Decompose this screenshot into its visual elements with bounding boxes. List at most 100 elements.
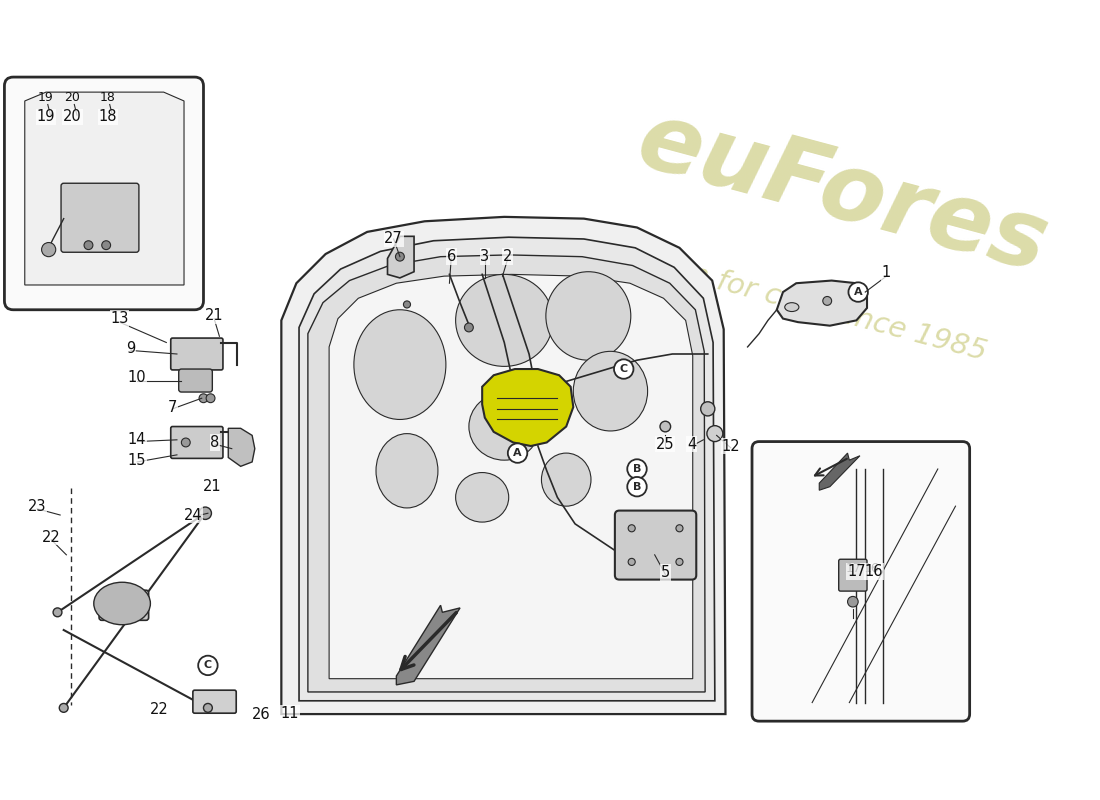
- Polygon shape: [387, 236, 414, 278]
- FancyBboxPatch shape: [178, 369, 212, 392]
- Text: 7: 7: [168, 399, 177, 414]
- Text: A: A: [514, 448, 521, 458]
- Text: 25: 25: [656, 437, 674, 452]
- Text: 5: 5: [661, 565, 670, 580]
- Circle shape: [707, 426, 723, 442]
- Text: 24: 24: [184, 507, 202, 522]
- Text: 1: 1: [882, 265, 891, 280]
- Text: 18: 18: [100, 91, 116, 104]
- Circle shape: [848, 282, 868, 302]
- Text: 11: 11: [280, 706, 299, 721]
- Polygon shape: [820, 453, 860, 490]
- FancyBboxPatch shape: [615, 510, 696, 579]
- Text: 23: 23: [28, 498, 46, 514]
- Circle shape: [198, 656, 218, 675]
- Circle shape: [660, 422, 671, 432]
- Circle shape: [701, 402, 715, 416]
- Circle shape: [101, 241, 111, 250]
- Text: 10: 10: [128, 370, 146, 386]
- Circle shape: [628, 525, 635, 532]
- Text: 21: 21: [205, 309, 223, 323]
- Ellipse shape: [455, 274, 553, 366]
- Ellipse shape: [94, 582, 151, 625]
- Circle shape: [53, 608, 62, 617]
- Circle shape: [823, 297, 832, 306]
- Ellipse shape: [546, 272, 630, 360]
- Polygon shape: [329, 274, 693, 678]
- Circle shape: [84, 241, 92, 250]
- Circle shape: [627, 477, 647, 497]
- Circle shape: [42, 242, 56, 257]
- Text: C: C: [619, 364, 628, 374]
- Text: 16: 16: [864, 562, 879, 574]
- Text: B: B: [632, 482, 641, 492]
- Text: 19: 19: [39, 91, 54, 104]
- Circle shape: [396, 252, 405, 261]
- Text: 13: 13: [110, 311, 129, 326]
- Polygon shape: [777, 281, 867, 326]
- Circle shape: [627, 459, 647, 478]
- FancyBboxPatch shape: [99, 590, 148, 620]
- Polygon shape: [299, 238, 715, 701]
- Text: 17: 17: [846, 562, 861, 574]
- Text: 15: 15: [128, 453, 146, 468]
- Text: 6: 6: [447, 249, 455, 264]
- Circle shape: [199, 507, 211, 519]
- Ellipse shape: [455, 473, 508, 522]
- Text: euFores: euFores: [628, 94, 1058, 292]
- Circle shape: [508, 443, 527, 463]
- Circle shape: [675, 525, 683, 532]
- Polygon shape: [25, 92, 184, 285]
- Text: A: A: [854, 287, 862, 297]
- FancyBboxPatch shape: [752, 442, 969, 721]
- FancyBboxPatch shape: [60, 183, 139, 252]
- Circle shape: [182, 438, 190, 447]
- Text: 9: 9: [126, 341, 135, 356]
- Ellipse shape: [541, 453, 591, 506]
- Text: 8: 8: [210, 435, 220, 450]
- Text: 20: 20: [65, 91, 80, 104]
- Text: 19: 19: [36, 110, 55, 124]
- Text: 4: 4: [688, 437, 696, 452]
- Text: 27: 27: [384, 231, 403, 246]
- Text: 2: 2: [503, 249, 513, 264]
- Text: 21: 21: [204, 479, 221, 494]
- Text: 14: 14: [128, 432, 146, 447]
- Text: a passion for cars since 1985: a passion for cars since 1985: [571, 229, 989, 366]
- Text: 17: 17: [847, 564, 866, 579]
- Text: 26: 26: [252, 706, 271, 722]
- Circle shape: [614, 359, 634, 378]
- Polygon shape: [308, 255, 705, 692]
- Text: 12: 12: [722, 438, 740, 454]
- Text: 22: 22: [150, 702, 168, 717]
- FancyBboxPatch shape: [170, 426, 223, 458]
- Polygon shape: [282, 217, 726, 714]
- FancyBboxPatch shape: [170, 338, 223, 370]
- Text: C: C: [204, 661, 212, 670]
- Polygon shape: [396, 606, 460, 685]
- Text: 16: 16: [865, 564, 883, 579]
- Circle shape: [206, 394, 214, 402]
- Ellipse shape: [469, 393, 540, 460]
- Circle shape: [675, 558, 683, 566]
- Circle shape: [848, 597, 858, 607]
- Circle shape: [464, 323, 473, 332]
- Text: 22: 22: [42, 530, 60, 545]
- Circle shape: [59, 703, 68, 712]
- Ellipse shape: [376, 434, 438, 508]
- Text: 20: 20: [63, 110, 81, 124]
- Ellipse shape: [354, 310, 446, 419]
- Polygon shape: [482, 369, 573, 446]
- FancyBboxPatch shape: [192, 690, 236, 713]
- Ellipse shape: [573, 351, 648, 431]
- Ellipse shape: [784, 302, 799, 311]
- Polygon shape: [229, 428, 255, 466]
- Text: 18: 18: [99, 110, 118, 124]
- Circle shape: [204, 703, 212, 712]
- Circle shape: [404, 301, 410, 308]
- Text: B: B: [632, 464, 641, 474]
- FancyBboxPatch shape: [4, 77, 204, 310]
- Circle shape: [199, 394, 208, 402]
- Text: 3: 3: [481, 249, 490, 264]
- Circle shape: [628, 558, 635, 566]
